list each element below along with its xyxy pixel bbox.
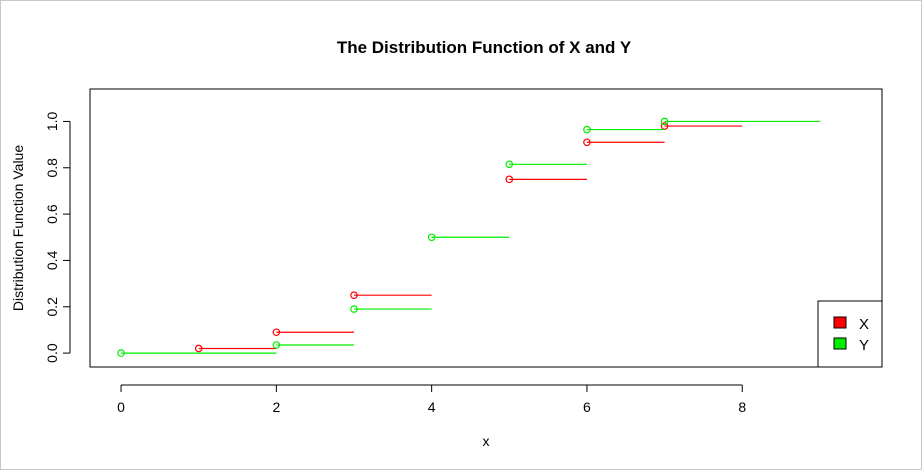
x-tick-label: 2 (272, 399, 280, 415)
y-tick-label: 0.8 (44, 158, 60, 178)
series-y (117, 117, 820, 357)
chart-title: The Distribution Function of X and Y (337, 38, 632, 57)
legend-label-y: Y (859, 337, 869, 354)
y-axis-label: Distribution Function Value (10, 145, 26, 311)
y-axis: 0.0 0.2 0.4 0.6 0.8 1.0 (44, 111, 71, 363)
step-point (583, 138, 591, 147)
x-axis-label: x (483, 433, 490, 449)
step-point (660, 117, 669, 126)
step-point (427, 233, 436, 242)
x-tick-label: 0 (117, 399, 125, 415)
step-point (505, 160, 514, 169)
legend: X Y (817, 300, 883, 368)
y-tick-label: 0.6 (44, 204, 60, 224)
step-point (272, 328, 281, 337)
legend-swatch-x (833, 316, 847, 329)
step-point (505, 175, 514, 184)
y-tick-label: 0.2 (44, 297, 60, 317)
legend-label-x: X (859, 316, 869, 333)
y-tick-label: 1.0 (44, 111, 60, 131)
step-point (583, 125, 591, 134)
step-point (194, 344, 203, 353)
plot-area (89, 88, 883, 368)
y-tick-label: 0.0 (44, 343, 60, 363)
series-x (194, 122, 743, 353)
legend-swatch-y (833, 337, 847, 350)
step-point (350, 291, 358, 299)
step-point (350, 305, 358, 313)
step-point (117, 349, 125, 357)
step-point (272, 341, 281, 349)
series-layer (117, 117, 820, 357)
legend-box (817, 300, 883, 368)
x-tick-label: 8 (738, 399, 746, 415)
x-tick-label: 4 (428, 399, 436, 415)
x-axis: 0 2 4 6 8 (117, 384, 746, 415)
y-tick-label: 0.4 (44, 250, 60, 270)
x-tick-label: 6 (583, 399, 591, 415)
